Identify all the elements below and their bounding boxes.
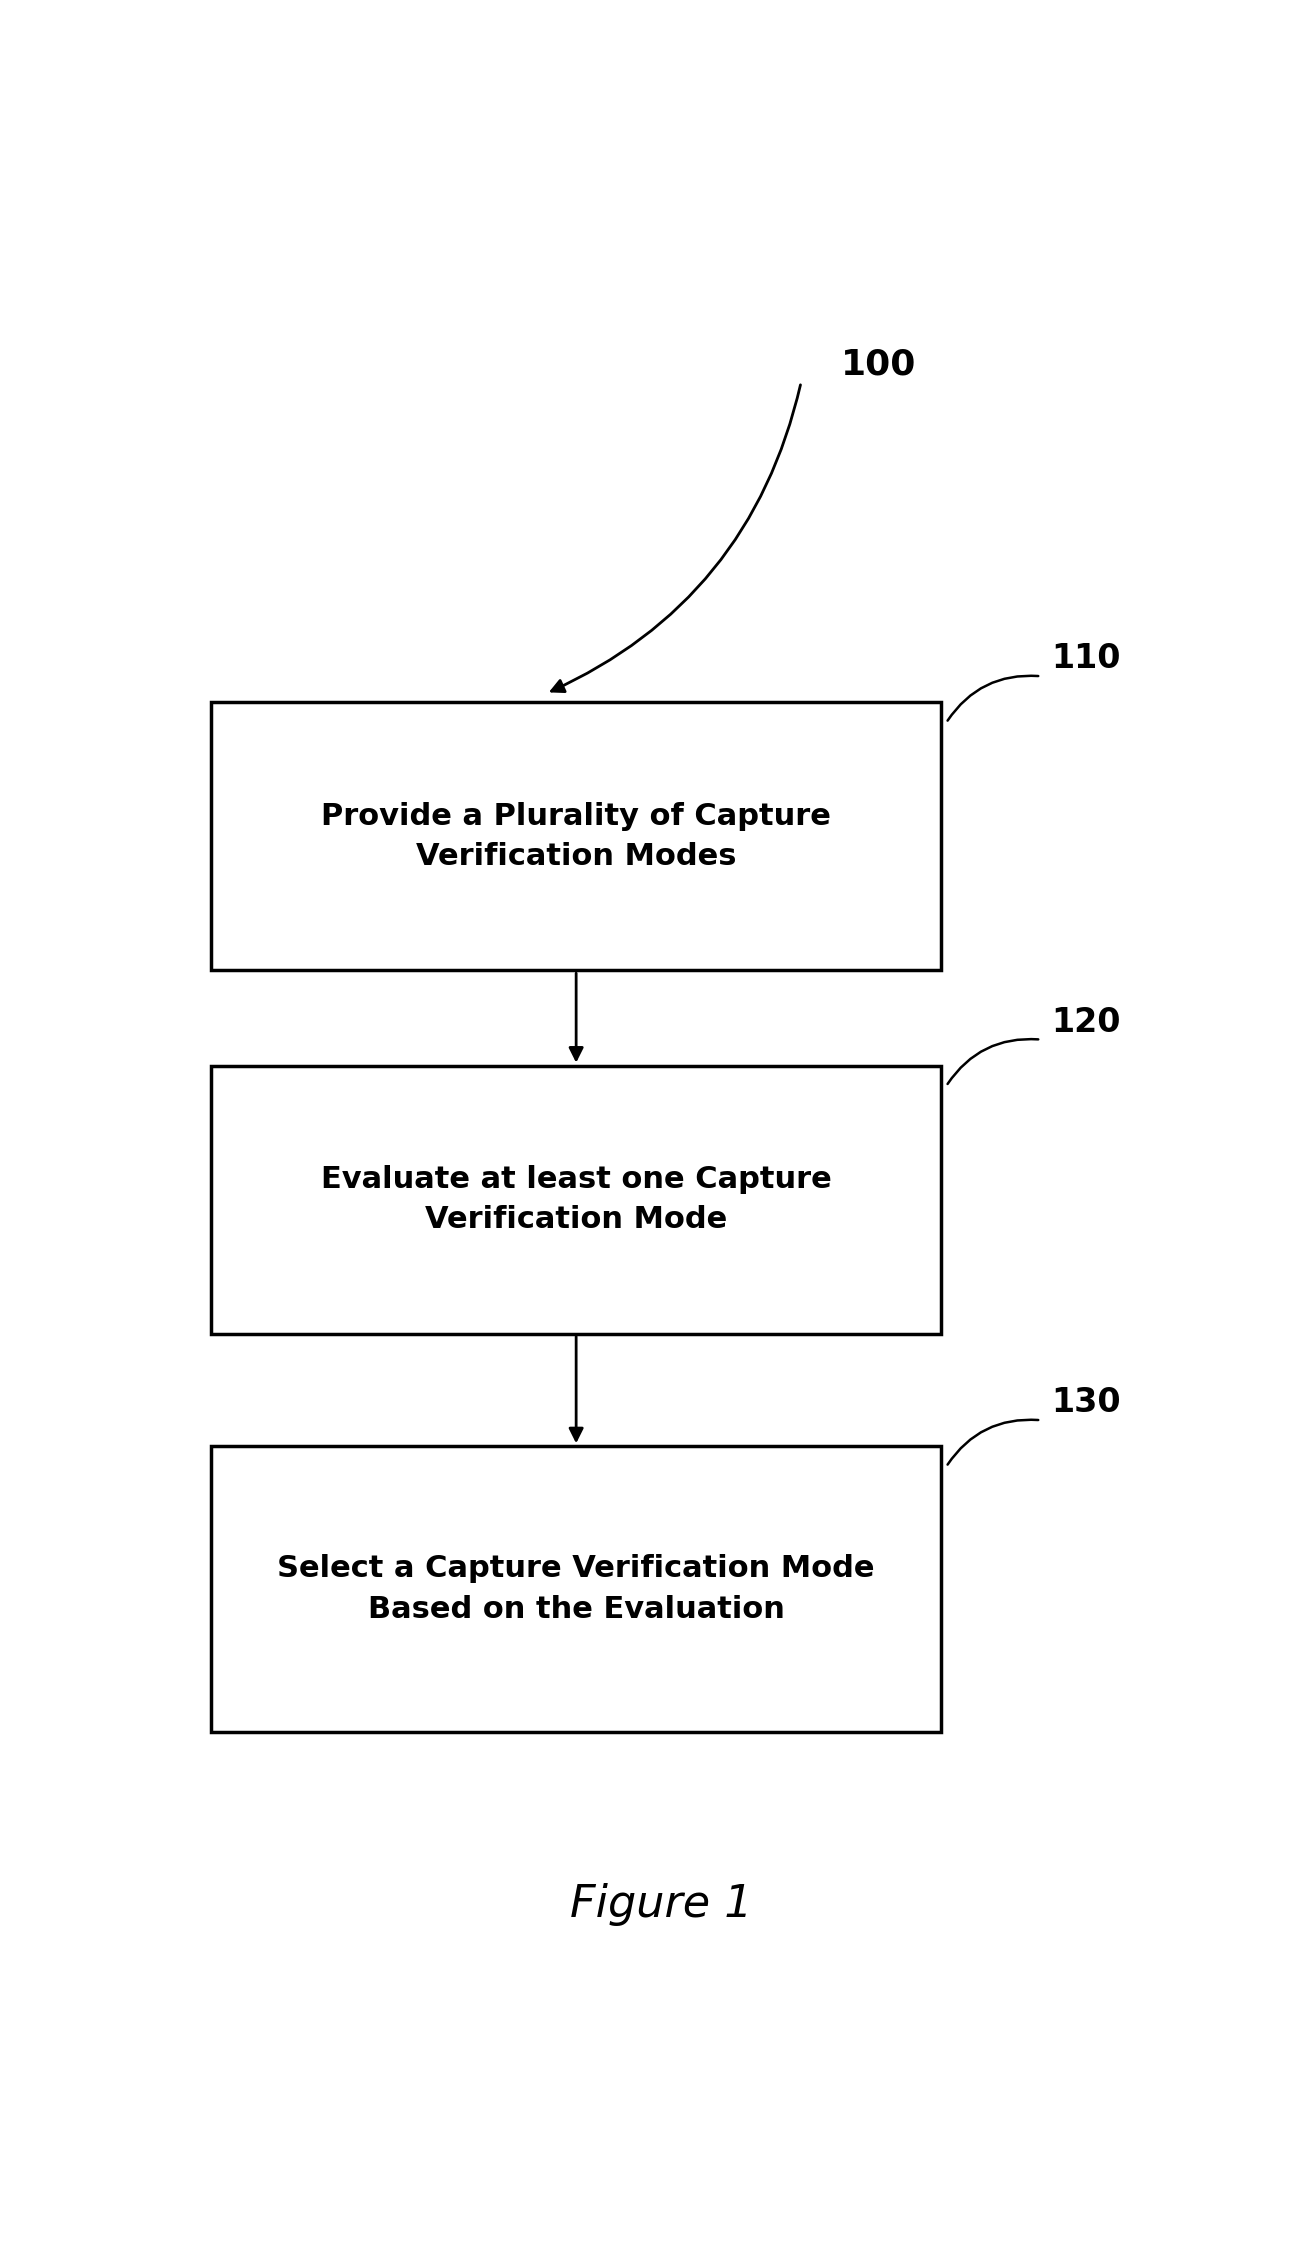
Text: 120: 120 [1051,1007,1121,1038]
Text: Provide a Plurality of Capture
Verification Modes: Provide a Plurality of Capture Verificat… [321,802,831,872]
Bar [212,701,942,971]
Text: Select a Capture Verification Mode
Based on the Evaluation: Select a Capture Verification Mode Based… [277,1555,875,1625]
Text: 130: 130 [1051,1386,1121,1420]
Text: Evaluate at least one Capture
Verification Mode: Evaluate at least one Capture Verificati… [321,1164,832,1234]
Text: 110: 110 [1051,643,1121,676]
Text: Figure 1: Figure 1 [570,1883,752,1926]
Bar [212,1065,942,1335]
Text: 100: 100 [841,348,916,382]
Bar [212,1447,942,1732]
